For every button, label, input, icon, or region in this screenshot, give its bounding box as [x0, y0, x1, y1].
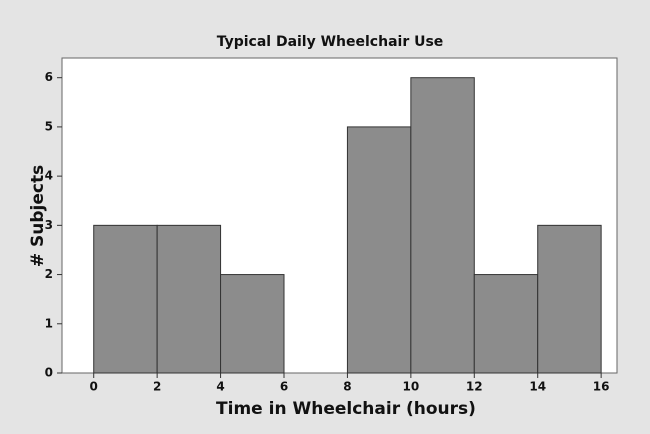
bar — [346, 126, 412, 374]
bar — [220, 274, 285, 374]
x-tick-label: 6 — [280, 380, 288, 394]
bar — [156, 224, 222, 374]
x-tick-label: 10 — [403, 380, 420, 394]
bar — [473, 274, 539, 374]
x-tick-label: 2 — [153, 380, 161, 394]
bar — [93, 224, 158, 374]
x-tick-label: 0 — [90, 380, 98, 394]
y-tick-label: 6 — [45, 70, 53, 84]
bar — [537, 224, 602, 374]
x-tick-label: 16 — [593, 380, 610, 394]
bar — [410, 77, 475, 374]
x-tick-label: 14 — [529, 380, 546, 394]
y-axis-label: # Subjects — [28, 165, 48, 267]
y-tick-label: 1 — [45, 316, 53, 330]
x-axis-label: Time in Wheelchair (hours) — [216, 399, 476, 419]
y-tick-label: 4 — [45, 169, 53, 183]
x-tick-label: 4 — [216, 380, 224, 394]
y-tick-label: 3 — [45, 218, 53, 232]
y-tick-label: 5 — [45, 119, 53, 133]
x-tick-label: 8 — [343, 380, 351, 394]
y-tick-label: 0 — [45, 366, 53, 380]
y-tick-label: 2 — [45, 267, 53, 281]
chart-title: Typical Daily Wheelchair Use — [217, 34, 444, 50]
x-tick-label: 12 — [466, 380, 483, 394]
